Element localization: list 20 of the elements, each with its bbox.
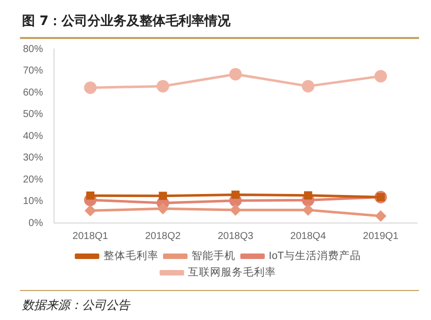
y-tick-label: 10% (23, 196, 44, 207)
y-tick-label: 30% (23, 152, 44, 164)
x-tick-label: 2018Q3 (218, 230, 254, 242)
x-tick-label: 2018Q4 (290, 230, 326, 242)
chart-title: 图 7：公司分业务及整体毛利率情况 (22, 12, 231, 30)
y-tick-label: 20% (23, 174, 44, 186)
y-tick-label: 70% (23, 66, 44, 76)
y-tick-label: 0% (28, 218, 44, 229)
y-tick-label: 80% (23, 44, 44, 55)
y-tick-label: 40% (23, 130, 44, 142)
x-tick-label: 2018Q2 (145, 230, 182, 242)
legend-label: IoT与生活消费产品 (268, 249, 361, 262)
source-note: 数据来源：公司公告 (22, 297, 130, 314)
x-tick-label: 2019Q1 (362, 230, 399, 242)
legend-label: 智能手机 (192, 249, 236, 262)
y-tick-label: 50% (23, 109, 44, 120)
y-tick-label: 60% (23, 87, 44, 98)
legend-label: 互联网服务毛利率 (188, 266, 276, 279)
legend-label: 整体毛利率 (103, 249, 158, 262)
x-tick-label: 2018Q1 (72, 230, 109, 242)
